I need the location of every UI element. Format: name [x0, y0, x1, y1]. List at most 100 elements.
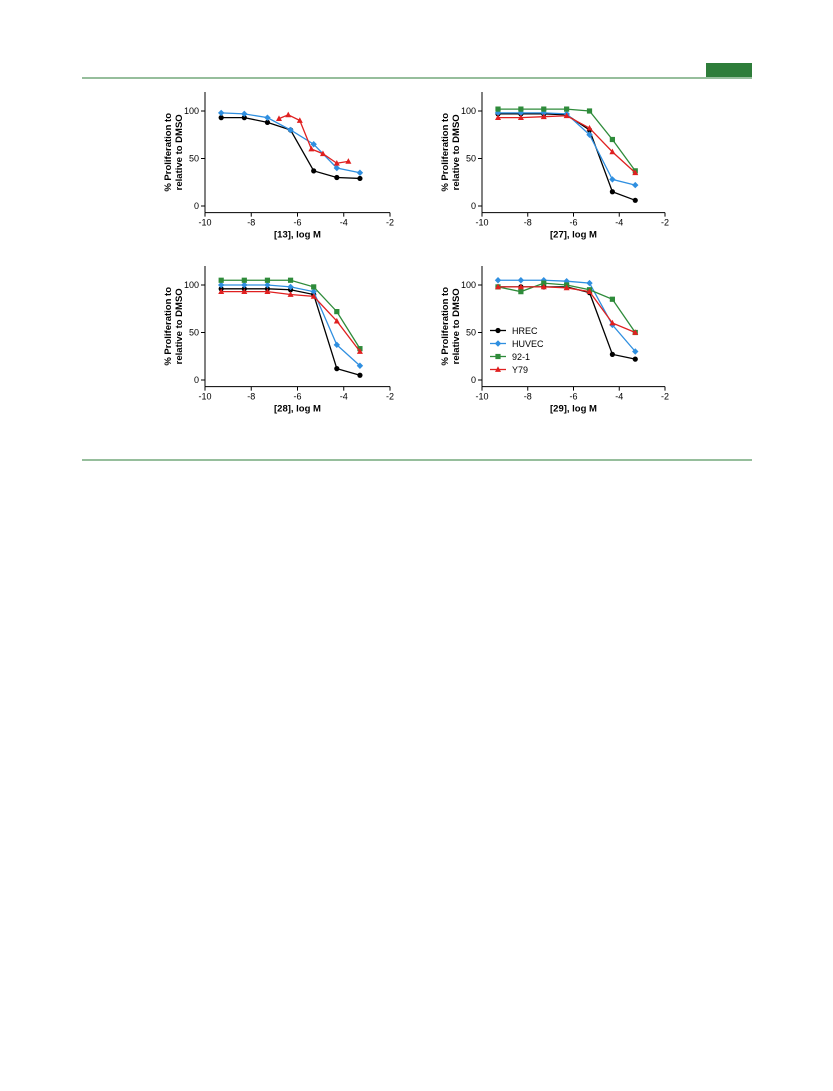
point: [264, 119, 271, 125]
point: [310, 288, 317, 295]
y-tick-label: 100: [184, 280, 199, 290]
point: [540, 113, 547, 120]
point: [541, 106, 547, 112]
x-axis-label: [13], log M: [274, 230, 321, 241]
point: [264, 288, 271, 295]
point: [311, 168, 317, 174]
point: [287, 277, 294, 283]
point: [285, 111, 292, 118]
point: [632, 356, 638, 362]
x-tick-label: -4: [615, 218, 623, 228]
point: [287, 291, 294, 297]
point: [333, 164, 341, 172]
point: [333, 317, 340, 324]
legend-marker: [495, 327, 501, 334]
point: [494, 277, 502, 284]
point: [564, 106, 570, 112]
point: [609, 189, 615, 195]
point: [540, 277, 547, 284]
x-tick-label: -8: [524, 218, 532, 228]
legend-label: Y79: [512, 365, 528, 375]
x-tick-label: -10: [198, 392, 211, 402]
x-tick-label: -10: [198, 218, 211, 228]
x-tick-label: -4: [340, 218, 348, 228]
y-axis-label: % Proliferation to: [163, 287, 174, 366]
point: [357, 175, 363, 182]
point: [333, 341, 341, 349]
point: [356, 169, 364, 176]
point: [217, 109, 225, 117]
point: [586, 124, 593, 131]
x-tick-label: -2: [386, 218, 394, 228]
point: [264, 281, 271, 289]
x-tick-label: -10: [475, 392, 488, 402]
point: [241, 110, 248, 118]
point: [586, 279, 593, 287]
point: [609, 319, 616, 326]
point: [287, 283, 294, 291]
point: [334, 366, 340, 372]
x-tick-label: -8: [247, 392, 255, 402]
point: [632, 181, 639, 189]
series-line: [498, 112, 636, 186]
point: [632, 348, 639, 355]
point: [296, 117, 303, 123]
series-line: [278, 114, 349, 164]
point: [310, 293, 317, 299]
point: [334, 174, 340, 181]
point: [276, 115, 282, 121]
y-tick-label: 0: [194, 201, 199, 211]
x-tick-label: -6: [569, 218, 577, 228]
x-tick-label: -10: [475, 218, 488, 228]
y-tick-label: 50: [189, 154, 199, 164]
y-axis-label: % Proliferation to: [440, 287, 451, 366]
point: [264, 277, 271, 283]
point: [609, 296, 615, 302]
x-tick-label: -8: [524, 392, 532, 402]
point: [517, 277, 525, 284]
x-tick-label: -8: [247, 218, 255, 228]
point: [540, 109, 547, 117]
x-tick-label: -6: [293, 218, 301, 228]
series-line: [498, 113, 636, 201]
point: [563, 112, 570, 119]
y-axis-label: relative to DMSO: [174, 288, 185, 364]
y-tick-label: 100: [461, 280, 476, 290]
point: [586, 288, 593, 295]
point: [218, 288, 225, 295]
y-axis-label: % Proliferation to: [163, 113, 174, 192]
point: [357, 372, 363, 378]
point: [541, 280, 547, 286]
point: [609, 351, 615, 357]
point: [241, 288, 248, 295]
point: [609, 136, 615, 143]
point: [264, 114, 271, 121]
point: [333, 160, 340, 166]
point: [609, 148, 616, 155]
header-tab: [706, 63, 752, 77]
point: [517, 109, 525, 117]
legend-label: HUVEC: [512, 339, 544, 349]
point: [311, 284, 317, 290]
y-tick-label: 50: [466, 154, 476, 164]
point: [609, 176, 616, 183]
point: [310, 141, 317, 148]
series-line: [221, 290, 361, 352]
x-tick-label: -4: [615, 392, 623, 402]
point: [356, 362, 364, 369]
y-tick-label: 100: [184, 106, 199, 116]
legend-marker: [494, 340, 502, 347]
point: [518, 106, 524, 112]
point: [540, 283, 547, 290]
series-line: [221, 117, 360, 180]
point: [563, 278, 570, 285]
point: [563, 284, 570, 291]
point: [287, 126, 294, 134]
point: [241, 115, 247, 121]
series-line: [221, 112, 361, 174]
point: [632, 197, 638, 203]
point: [218, 277, 224, 283]
point: [241, 277, 247, 283]
point: [319, 150, 326, 157]
